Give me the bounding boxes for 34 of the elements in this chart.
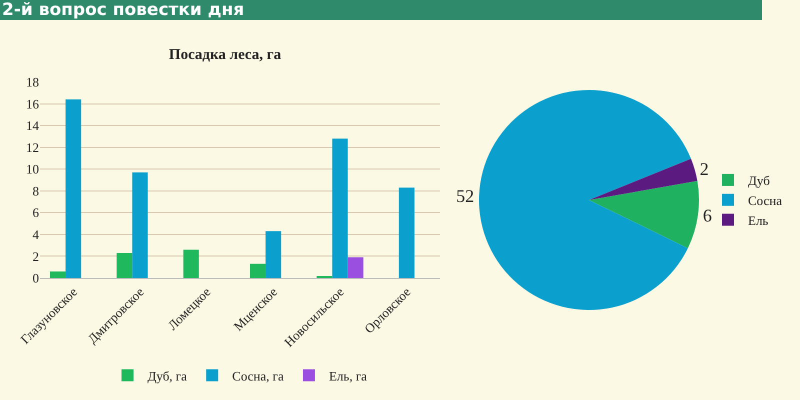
data-label: 2 [700,158,709,179]
pie-slice [589,180,699,248]
bar [66,99,82,278]
y-tick-label: 8 [32,183,39,198]
bar [266,231,282,278]
y-tick-label: 6 [32,205,40,220]
pie-slice [589,158,698,200]
bar [348,257,364,278]
y-tick-label: 2 [32,248,39,264]
legend-label: Сосна [748,192,782,208]
bar [250,264,266,278]
bar [398,188,414,278]
legend-label: Ель, га [328,368,368,384]
bar [50,271,66,278]
pie-slice [479,90,691,310]
bar [183,250,199,278]
text: 2-й вопрос повестки дня [0,0,762,20]
y-tick-label: 0 [32,270,39,286]
bar [332,138,348,278]
bar [116,252,132,278]
y-tick-label: 10 [26,162,39,177]
y-tick-label: 14 [26,118,40,134]
data-label: 6 [702,206,712,226]
legend-label: Ель [748,212,768,228]
legend-label: Дуб, га [148,368,188,384]
y-tick-label: 4 [32,226,40,242]
legend-label: Сосна, га [232,368,284,384]
y-tick-label: 12 [26,140,39,155]
legend-label: Дуб [748,173,770,188]
chart-title: Посадка леса, га [168,46,282,63]
data-label: 52 [456,186,474,206]
bar [132,172,148,278]
y-tick-label: 18 [26,74,39,90]
y-tick-label: 16 [26,96,40,112]
